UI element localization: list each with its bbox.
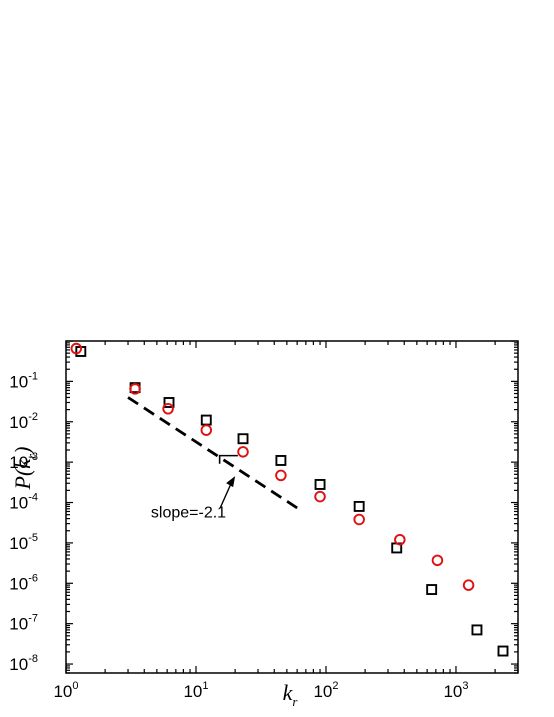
square-point xyxy=(471,624,483,636)
y-tick-label-base: 10 xyxy=(9,534,28,553)
square-point xyxy=(163,397,175,408)
x-tick-label: 103 xyxy=(443,680,468,701)
square-point xyxy=(426,584,438,595)
x-tick-label: 101 xyxy=(183,680,208,701)
y-axis-title: P(kr) xyxy=(10,447,39,491)
y-tick-label-base: 10 xyxy=(9,615,28,634)
square-point xyxy=(497,645,509,657)
y-tick-label: 10-2 xyxy=(9,411,38,432)
y-tick-label-base: 10 xyxy=(9,372,28,391)
x-axis-title-main: k xyxy=(283,680,294,705)
circle-point xyxy=(462,579,475,591)
x-axis-ticks: 100 101 102 103 xyxy=(53,341,519,701)
y-axis-title-sub: r xyxy=(24,453,39,459)
y-tick-label: 10-4 xyxy=(9,492,38,513)
y-tick-label-exp: -2 xyxy=(28,411,38,423)
square-point xyxy=(237,433,249,445)
square-point xyxy=(275,455,287,466)
circle-point xyxy=(200,424,213,436)
y-tick-label-base: 10 xyxy=(9,494,28,513)
y-tick-label-exp: -4 xyxy=(28,492,38,504)
annotation-text: slope=-2.1 xyxy=(151,505,226,522)
annotation-arrow-head xyxy=(226,476,236,488)
x-tick-label-base: 10 xyxy=(53,682,72,701)
circle-point xyxy=(162,402,174,415)
y-tick-label-exp: -8 xyxy=(28,653,38,665)
y-tick-label-exp: -1 xyxy=(28,370,38,382)
y-tick-label: 10-8 xyxy=(9,653,38,674)
x-tick-label: 100 xyxy=(53,680,78,701)
x-tick-label-base: 10 xyxy=(443,682,462,701)
y-tick-label: 10-5 xyxy=(9,532,38,553)
y-tick-label-base: 10 xyxy=(9,574,28,593)
y-tick-label-exp: -3 xyxy=(28,451,38,463)
x-tick-label-exp: 0 xyxy=(72,680,78,692)
square-point xyxy=(314,479,326,490)
x-tick-label-base: 10 xyxy=(183,682,202,701)
plot-marks xyxy=(70,342,509,657)
y-tick-label-exp: -6 xyxy=(28,572,38,584)
y-tick-label-exp: -7 xyxy=(28,613,38,625)
fit-line xyxy=(127,396,298,510)
square-point xyxy=(353,500,365,512)
x-axis-title-sub: r xyxy=(292,694,298,709)
y-axis-title-post: ) xyxy=(10,447,35,456)
x-tick-label-exp: 3 xyxy=(462,680,468,692)
circle-point xyxy=(314,490,326,503)
y-tick-label: 10-6 xyxy=(9,572,38,593)
slope-marker xyxy=(218,454,238,464)
x-tick-label-exp: 1 xyxy=(202,680,208,692)
x-tick-label: 102 xyxy=(313,680,338,701)
circle-point xyxy=(129,383,141,395)
circle-point xyxy=(237,446,249,458)
x-tick-label-base: 10 xyxy=(313,682,332,701)
x-axis-title: kr xyxy=(283,680,299,709)
y-tick-label-exp: -5 xyxy=(28,532,38,544)
circle-point xyxy=(353,513,365,526)
circle-point xyxy=(394,533,406,546)
slope-annotation: slope=-2.1 xyxy=(151,476,236,522)
circle-point xyxy=(275,469,287,482)
circle-point xyxy=(70,342,83,355)
y-axis-ticks: 10-110-210-310-410-510-610-710-8 xyxy=(9,340,518,674)
y-axis-title-pre: P(k xyxy=(10,458,35,491)
circle-point xyxy=(431,554,444,567)
annotation-arrow-shaft xyxy=(219,480,233,509)
y-tick-label: 10-1 xyxy=(9,370,38,391)
y-tick-label-base: 10 xyxy=(9,413,28,432)
y-tick-label: 10-3 xyxy=(9,451,38,472)
y-tick-label-base: 10 xyxy=(9,453,28,472)
y-tick-label: 10-7 xyxy=(9,613,38,634)
x-tick-label-exp: 2 xyxy=(332,680,338,692)
y-tick-label-base: 10 xyxy=(9,655,28,674)
